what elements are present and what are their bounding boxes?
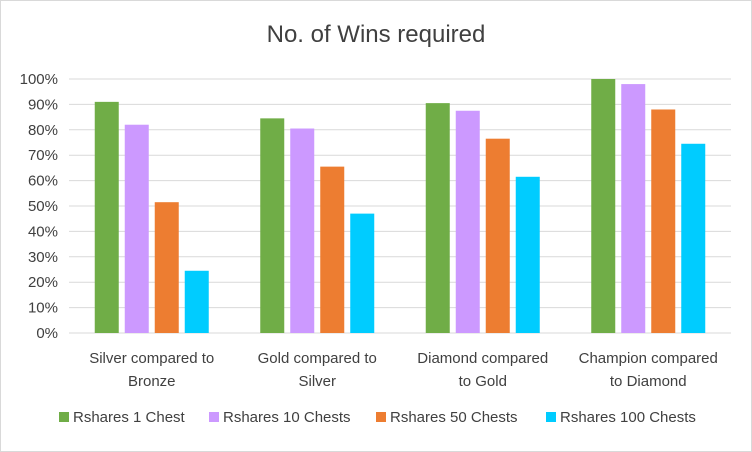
y-tick-label: 80% <box>28 122 58 139</box>
bar <box>260 118 285 334</box>
y-tick-label: 30% <box>28 249 58 266</box>
x-tick-label: Silver <box>298 373 336 390</box>
y-tick-label: 10% <box>28 300 58 317</box>
bar <box>290 128 315 333</box>
y-tick-label: 50% <box>28 198 58 215</box>
legend-label: Rshares 100 Chests <box>560 409 696 426</box>
x-tick-label: Silver compared to <box>89 350 214 367</box>
bar <box>515 176 540 333</box>
bar <box>94 101 119 333</box>
bar <box>651 109 676 333</box>
bar <box>320 166 345 333</box>
bar <box>154 202 179 333</box>
y-tick-label: 90% <box>28 96 58 113</box>
x-tick-label: to Diamond <box>610 373 687 390</box>
x-tick-label: Gold compared to <box>258 350 377 367</box>
bar <box>591 79 616 333</box>
legend-label: Rshares 50 Chests <box>390 409 518 426</box>
x-tick-label: Bronze <box>128 373 176 390</box>
y-tick-label: 40% <box>28 223 58 240</box>
x-tick-label: Diamond compared <box>417 350 548 367</box>
legend-swatch <box>546 412 556 422</box>
y-tick-label: 60% <box>28 173 58 190</box>
chart-title: No. of Wins required <box>266 21 486 48</box>
legend-label: Rshares 1 Chest <box>73 409 186 426</box>
y-tick-label: 100% <box>20 71 58 88</box>
bar <box>681 143 706 333</box>
x-tick-label: Champion compared <box>579 350 718 367</box>
bar <box>485 138 510 333</box>
legend-swatch <box>209 412 219 422</box>
y-tick-label: 0% <box>36 325 58 342</box>
bar <box>425 103 450 333</box>
bar <box>350 213 375 333</box>
legend-swatch <box>376 412 386 422</box>
y-tick-label: 20% <box>28 274 58 291</box>
bar <box>621 84 646 333</box>
x-tick-label: to Gold <box>459 373 507 390</box>
bar <box>124 124 149 333</box>
legend-label: Rshares 10 Chests <box>223 409 351 426</box>
bar <box>455 110 480 333</box>
legend-swatch <box>59 412 69 422</box>
y-tick-label: 70% <box>28 147 58 164</box>
bar <box>184 270 209 333</box>
